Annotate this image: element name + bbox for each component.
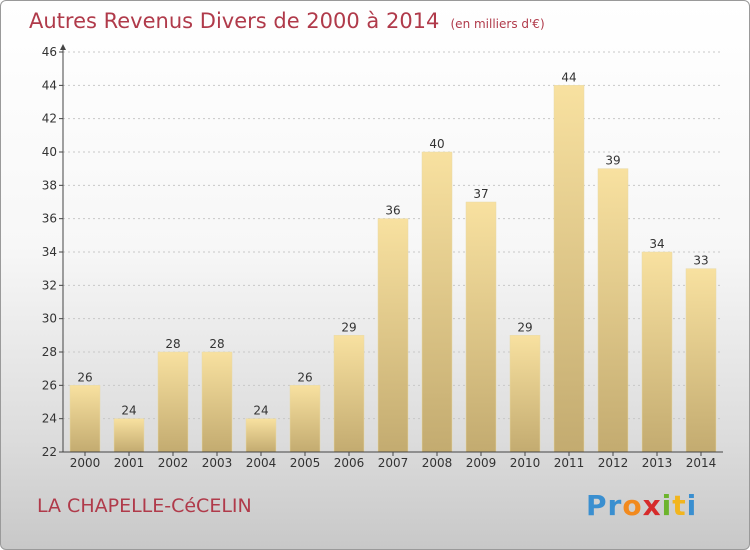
- data-label: 29: [517, 320, 532, 334]
- logo-letter: i: [661, 489, 673, 522]
- x-tick-label: 2007: [378, 456, 409, 470]
- data-label: 40: [429, 137, 444, 151]
- x-tick-label: 2002: [158, 456, 189, 470]
- bar: [685, 268, 717, 453]
- data-label: 36: [385, 204, 400, 218]
- title-text: Autres Revenus Divers de 2000 à 2014: [29, 9, 440, 33]
- bar: [201, 351, 233, 453]
- y-tick-label: 44: [42, 78, 57, 92]
- y-tick-label: 38: [42, 178, 57, 192]
- logo-letter: P: [586, 489, 608, 522]
- data-label: 24: [121, 404, 136, 418]
- y-tick-label: 42: [42, 112, 57, 126]
- x-tick-label: 2010: [510, 456, 541, 470]
- y-tick-label: 36: [42, 212, 57, 226]
- title-unit: (en milliers d'€): [450, 17, 545, 31]
- logo-letter: i: [686, 489, 698, 522]
- bar: [289, 385, 321, 453]
- logo-letter: x: [642, 489, 662, 522]
- proxiti-logo: Proxiti: [586, 489, 697, 522]
- data-label: 28: [165, 337, 180, 351]
- data-label: 26: [297, 370, 312, 384]
- x-tick-label: 2006: [334, 456, 365, 470]
- y-axis-arrow: [60, 44, 66, 50]
- bar: [157, 351, 189, 453]
- y-tick-label: 30: [42, 312, 57, 326]
- data-label: 28: [209, 337, 224, 351]
- axes: [59, 44, 723, 456]
- y-tick-label: 24: [42, 412, 57, 426]
- bar: [641, 251, 673, 453]
- data-label: 39: [605, 154, 620, 168]
- bar: [465, 201, 497, 453]
- bar: [113, 418, 145, 453]
- x-tick-label: 2011: [554, 456, 585, 470]
- x-tick-label: 2003: [202, 456, 233, 470]
- x-tick-label: 2009: [466, 456, 497, 470]
- bar: [377, 218, 409, 453]
- x-tick-label: 2014: [686, 456, 717, 470]
- x-tick-label: 2001: [114, 456, 145, 470]
- y-tick-label: 28: [42, 345, 57, 359]
- bars: [69, 85, 717, 453]
- y-tick-label: 40: [42, 145, 57, 159]
- x-tick-label: 2000: [70, 456, 101, 470]
- data-label: 29: [341, 320, 356, 334]
- labels: 22 24 26 28 30 32 34 36 38 40 42 44 46 26 2000 24 2001 28…: [42, 45, 717, 470]
- x-tick-label: 2004: [246, 456, 277, 470]
- data-label: 34: [649, 237, 664, 251]
- data-label: 24: [253, 404, 268, 418]
- logo-letter: t: [672, 489, 687, 522]
- x-tick-label: 2005: [290, 456, 321, 470]
- bar: [421, 151, 453, 453]
- bar: [69, 385, 101, 453]
- data-label: 44: [561, 70, 576, 84]
- commune-name: LA CHAPELLE-CéCELIN: [37, 495, 252, 517]
- data-label: 26: [77, 370, 92, 384]
- logo-letter: r: [607, 489, 623, 522]
- x-tick-label: 2013: [642, 456, 673, 470]
- y-tick-label: 46: [42, 45, 57, 59]
- x-tick-label: 2008: [422, 456, 453, 470]
- chart-title: Autres Revenus Divers de 2000 à 2014 (en…: [29, 9, 545, 33]
- y-tick-label: 32: [42, 278, 57, 292]
- y-tick-label: 22: [42, 445, 57, 459]
- x-tick-label: 2012: [598, 456, 629, 470]
- y-tick-label: 26: [42, 378, 57, 392]
- bar: [245, 418, 277, 453]
- y-tick-label: 34: [42, 245, 57, 259]
- bar: [597, 168, 629, 453]
- data-label: 37: [473, 187, 488, 201]
- bar: [333, 335, 365, 453]
- bar: [509, 335, 541, 453]
- data-label: 33: [693, 254, 708, 268]
- bar: [553, 85, 585, 453]
- logo-letter: o: [622, 489, 643, 522]
